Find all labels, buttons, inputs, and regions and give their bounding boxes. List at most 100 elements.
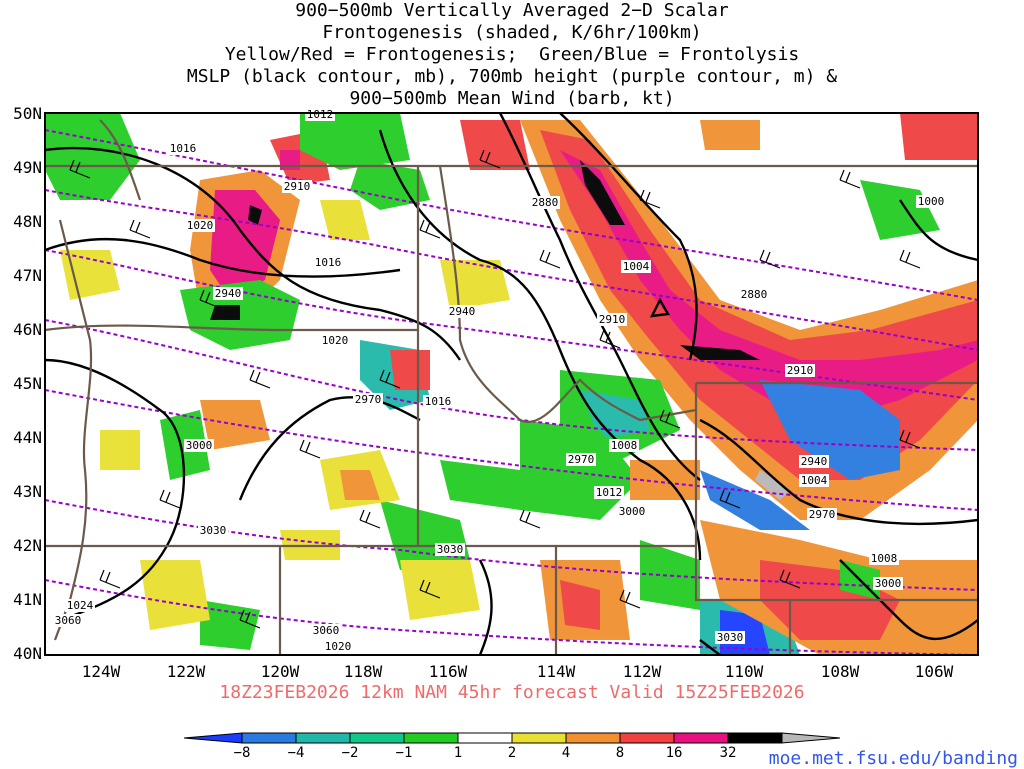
height-contour-label: 2940 <box>801 455 828 468</box>
colorbar-swatch <box>673 732 729 744</box>
height-label-bg <box>184 439 214 452</box>
colorbar-tick-label: 1 <box>453 745 463 761</box>
mslp-contour-label: 1004 <box>801 474 828 487</box>
contour-layer <box>45 113 978 655</box>
lon-tick-label: 106W <box>914 662 954 681</box>
height-label-bg <box>213 287 243 300</box>
height-contour-label: 2910 <box>599 313 626 326</box>
colorbar-swatch <box>727 732 783 744</box>
height-label-bg <box>873 577 903 590</box>
lon-tick-label: 124W <box>81 662 121 681</box>
mslp-label-bg <box>313 256 343 269</box>
height-label-bg <box>739 288 769 301</box>
lat-tick-label: 43N <box>13 482 42 501</box>
title-line: MSLP (black contour, mb), 700mb height (… <box>186 66 838 87</box>
state-borders <box>45 119 978 655</box>
mslp-contour-label: 1024 <box>67 599 94 612</box>
colorbar-tick-label: 16 <box>665 745 683 761</box>
height-contour-label: 3030 <box>200 524 227 537</box>
title-line: 900−500mb Mean Wind (barb, kt) <box>349 88 675 109</box>
lat-tick-label: 40N <box>13 644 42 663</box>
lon-tick-label: 112W <box>622 662 662 681</box>
height-contour-label: 3060 <box>313 624 340 637</box>
chart-title: 900−500mb Vertically Averaged 2−D Scalar… <box>0 0 1024 110</box>
colorbar-swatch <box>349 732 405 744</box>
height-label-bg <box>807 508 837 521</box>
height-contour-label: 2880 <box>741 288 768 301</box>
lat-tick-label: 48N <box>13 212 42 231</box>
mslp-label-bg <box>869 552 899 565</box>
mslp-label-bg <box>621 260 651 273</box>
mslp-contour-label: 1020 <box>325 640 352 653</box>
colorbar-swatch <box>241 732 297 744</box>
mslp-label-bg <box>423 395 453 408</box>
colorbar-tick-label: 8 <box>615 745 625 761</box>
colorbar-max-arrow <box>781 732 841 744</box>
colorbar-min-arrow <box>183 732 243 744</box>
mslp-label-bg <box>916 195 946 208</box>
height-label-bg <box>282 180 312 193</box>
height-contour-label: 2940 <box>449 305 476 318</box>
height-label-bg <box>785 364 815 377</box>
lon-tick-label: 118W <box>343 662 383 681</box>
height-contour-label: 2910 <box>787 364 814 377</box>
lon-tick-label: 122W <box>166 662 206 681</box>
lat-tick-label: 46N <box>13 320 42 339</box>
mslp-label-bg <box>320 334 350 347</box>
lat-tick-label: 50N <box>13 104 42 123</box>
lat-tick-label: 47N <box>13 266 42 285</box>
height-contour-label: 2970 <box>355 393 382 406</box>
colorbar-tick-label: −4 <box>287 745 305 761</box>
lon-tick-label: 108W <box>820 662 860 681</box>
mslp-contour-label: 1008 <box>871 552 898 565</box>
lat-tick-label: 41N <box>13 590 42 609</box>
height-contour-label: 3000 <box>875 577 902 590</box>
mslp-contour-label: 1016 <box>425 395 452 408</box>
colorbar-swatch <box>565 732 621 744</box>
colorbar-swatch <box>511 732 567 744</box>
mslp-label-bg <box>185 219 215 232</box>
height-label-bg <box>617 505 647 518</box>
colorbar-swatch <box>619 732 675 744</box>
colorbar-tick-label: 4 <box>561 745 571 761</box>
height-contour-label: 2970 <box>568 453 595 466</box>
lon-tick-label: 114W <box>536 662 576 681</box>
website-link[interactable]: moe.met.fsu.edu/banding <box>768 748 1018 769</box>
mslp-contour-label: 1012 <box>596 486 623 499</box>
height-label-bg <box>715 631 745 644</box>
height-contour-label: 3000 <box>619 505 646 518</box>
lat-tick-label: 45N <box>13 374 42 393</box>
mslp-label-bg <box>594 486 624 499</box>
colorbar-swatch <box>457 732 513 744</box>
colorbar-tick-label: −1 <box>395 745 413 761</box>
height-label-bg <box>597 313 627 326</box>
colorbar-tick-label: −8 <box>233 745 251 761</box>
height-label-bg <box>447 305 477 318</box>
mslp-contour-label: 1012 <box>307 108 334 121</box>
mslp-contour-label: 1016 <box>170 142 197 155</box>
colorbar-tick-label: 2 <box>507 745 517 761</box>
colorbar-tick-label: 32 <box>719 745 737 761</box>
mslp-contour-label: 1008 <box>611 439 638 452</box>
height-contour-label: 3030 <box>437 543 464 556</box>
map-frame <box>44 112 979 656</box>
wind-barbs <box>69 149 921 629</box>
lon-tick-label: 120W <box>260 662 300 681</box>
mslp-contour-label: 1020 <box>187 219 214 232</box>
height-contour-label: 2910 <box>284 180 311 193</box>
lat-tick-label: 44N <box>13 428 42 447</box>
height-label-bg <box>530 196 560 209</box>
height-contour-label: 2880 <box>532 196 559 209</box>
height-label-bg <box>566 453 596 466</box>
mslp-label-bg <box>799 474 829 487</box>
height-label-bg <box>353 393 383 406</box>
height-label-bg <box>198 524 228 537</box>
colorbar-swatch <box>403 732 459 744</box>
mslp-contour-label: 1004 <box>623 260 650 273</box>
mslp-label-bg <box>168 142 198 155</box>
mslp-label-bg <box>305 108 335 121</box>
height-contour-label: 3060 <box>55 614 82 627</box>
colorbar-tick-label: −2 <box>341 745 359 761</box>
height-label-bg <box>53 614 83 627</box>
